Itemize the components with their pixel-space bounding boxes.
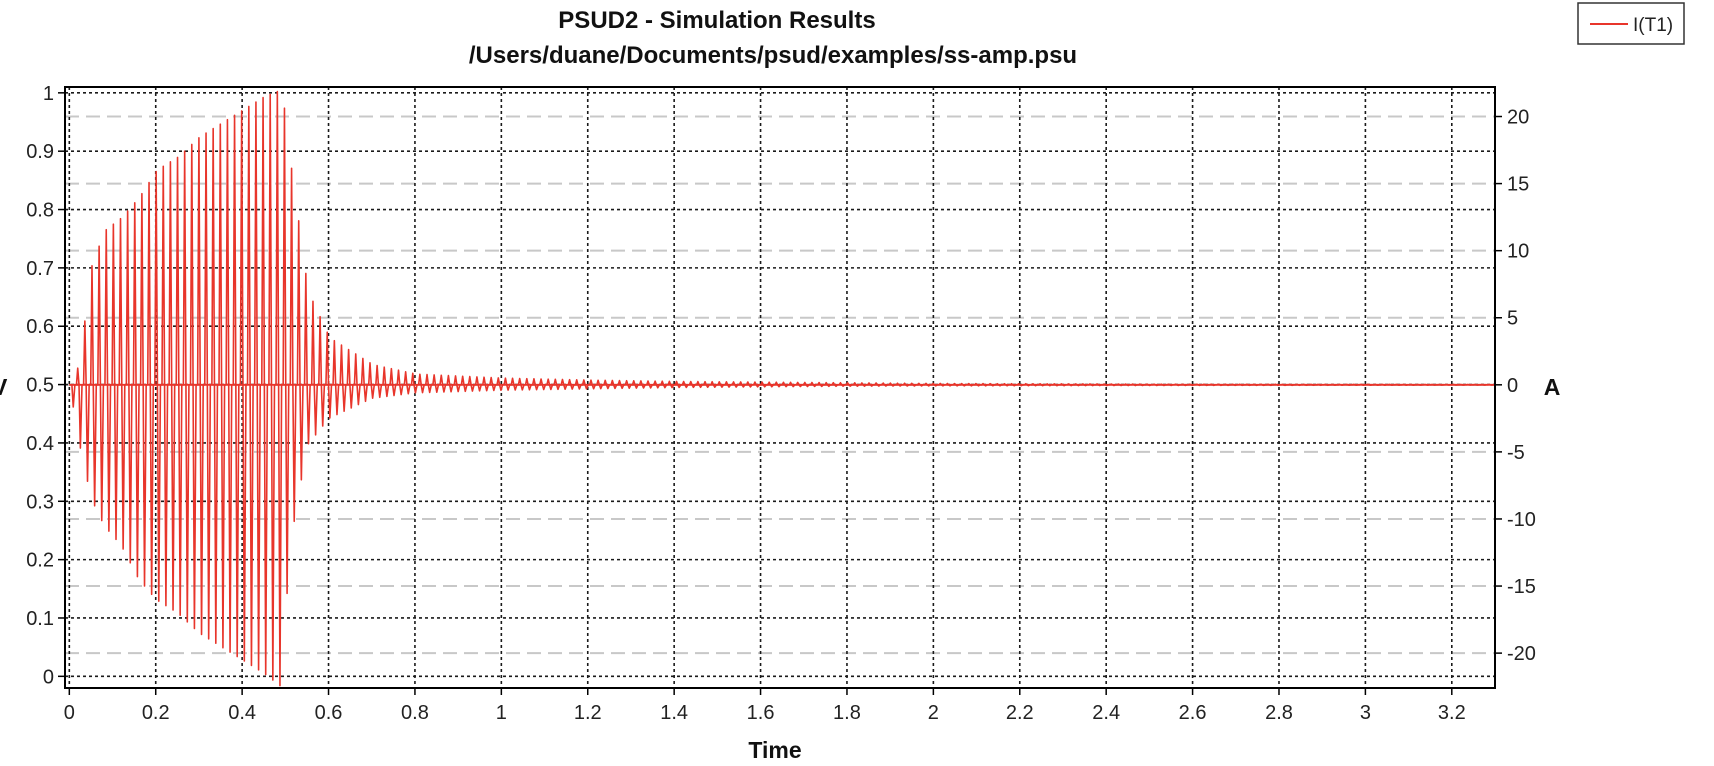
x-tick-label-0: 0 [64, 702, 75, 724]
y-right-tick-label-6: 10 [1507, 241, 1529, 263]
y-right-tick-label-8: 20 [1507, 107, 1529, 129]
y-right-tick-label-7: 15 [1507, 174, 1529, 196]
y-right-tick-label-4: 0 [1507, 375, 1518, 397]
x-tick-label-6: 1.2 [574, 702, 602, 724]
x-axis-ticks: 0 0.2 0.4 0.6 0.8 1 1.2 1.4 1.6 1.8 2 2.2 2.4 2.6 2.8 3… [64, 688, 1466, 724]
x-tick-label-10: 2 [928, 702, 939, 724]
y-right-tick-label-5: 5 [1507, 308, 1518, 330]
y-left-tick-label-3: 0.3 [26, 491, 54, 513]
y-right-tick-label-3: -5 [1507, 442, 1525, 464]
y-left-tick-label-2: 0.2 [26, 550, 54, 572]
y-right-axis-ticks: -20 -15 -10 -5 0 5 10 15 20 [1495, 107, 1536, 665]
y-right-tick-label-1: -15 [1507, 576, 1536, 598]
x-tick-label-12: 2.4 [1092, 702, 1120, 724]
legend-entry-i-t1: I(T1) [1633, 15, 1673, 36]
y-right-tick-label-0: -20 [1507, 643, 1536, 665]
chart-subtitle: /Users/duane/Documents/psud/examples/ss-… [469, 42, 1077, 69]
x-tick-label-7: 1.4 [660, 702, 688, 724]
y-left-tick-label-1: 0.1 [26, 608, 54, 630]
chart-title: PSUD2 - Simulation Results [558, 7, 875, 34]
x-tick-label-11: 2.2 [1006, 702, 1034, 724]
series-i-t1 [69, 90, 1495, 687]
x-tick-label-13: 2.6 [1179, 702, 1207, 724]
x-tick-label-9: 1.8 [833, 702, 861, 724]
x-tick-label-3: 0.6 [315, 702, 343, 724]
y-left-tick-label-0: 0 [43, 666, 54, 688]
x-tick-label-15: 3 [1360, 702, 1371, 724]
x-tick-label-14: 2.8 [1265, 702, 1293, 724]
y-left-tick-label-7: 0.7 [26, 258, 54, 280]
y-right-tick-label-2: -10 [1507, 509, 1536, 531]
y-left-tick-label-10: 1 [43, 83, 54, 105]
y-left-axis-ticks: 0 0.1 0.2 0.3 0.4 0.5 0.6 0.7 0.8 0.9 1 [26, 83, 65, 688]
x-tick-label-5: 1 [496, 702, 507, 724]
x-axis-label: Time [748, 737, 801, 763]
y-left-tick-label-4: 0.4 [26, 433, 54, 455]
y-left-axis-label: V [0, 374, 8, 400]
x-tick-label-2: 0.4 [228, 702, 256, 724]
y-left-tick-label-9: 0.9 [26, 141, 54, 163]
x-tick-label-16: 3.2 [1438, 702, 1466, 724]
plot-frame [64, 86, 1496, 689]
y-right-axis-label: A [1544, 374, 1561, 400]
y-left-tick-label-5: 0.5 [26, 375, 54, 397]
x-tick-label-4: 0.8 [401, 702, 429, 724]
y-left-tick-label-8: 0.8 [26, 200, 54, 222]
x-tick-label-8: 1.6 [747, 702, 775, 724]
legend: I(T1) [1577, 2, 1685, 45]
x-tick-label-1: 0.2 [142, 702, 170, 724]
y-left-tick-label-6: 0.6 [26, 316, 54, 338]
